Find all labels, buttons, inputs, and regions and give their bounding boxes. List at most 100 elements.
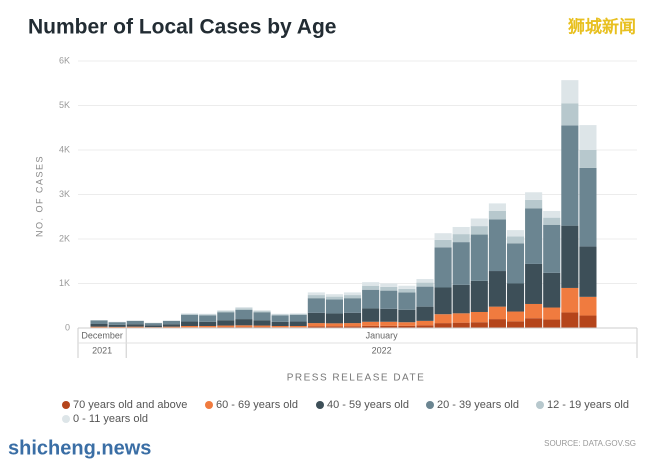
bar-segment: [289, 314, 307, 322]
bar-segment: [561, 103, 579, 126]
bar-segment: [470, 322, 488, 328]
bar-segment: [271, 314, 289, 316]
bar-segment: [561, 312, 579, 328]
bar-segment: [452, 242, 470, 285]
bar-segment: [235, 307, 253, 309]
y-tick-label: 5K: [59, 100, 70, 110]
bar-segment: [470, 234, 488, 281]
bar-segment: [380, 286, 398, 291]
bar-segment: [162, 326, 181, 328]
bar-segment: [199, 325, 217, 328]
bar-segment: [362, 289, 380, 309]
bar-segment: [217, 320, 235, 326]
bar-segment: [434, 314, 452, 324]
bar-segment: [217, 325, 235, 328]
bar-segment: [434, 239, 452, 248]
bar-segment: [525, 199, 543, 209]
x-axis-label: PRESS RELEASE DATE: [287, 373, 426, 384]
month-label: December: [81, 330, 123, 340]
bar-segment: [126, 326, 144, 328]
bar-segment: [271, 315, 289, 322]
bar-segment: [362, 325, 380, 328]
bar-segment: [362, 321, 380, 326]
legend-label: 40 - 59 years old: [327, 399, 409, 411]
bar-segment: [380, 283, 398, 287]
bar-segment: [561, 125, 579, 226]
bar-segment: [217, 312, 235, 321]
bar-segment: [380, 290, 398, 309]
bar-segment: [470, 280, 488, 312]
bar-segment: [506, 230, 525, 237]
bar-segment: [416, 320, 434, 326]
bar-segment: [416, 325, 434, 328]
bar-segment: [488, 210, 506, 220]
bar-segment: [181, 313, 199, 315]
bar-segment: [579, 315, 597, 328]
bar-segment: [452, 322, 470, 328]
bar-segment: [289, 313, 307, 315]
bar-segment: [144, 323, 162, 326]
bar-segment: [144, 325, 162, 328]
bar-segment: [235, 319, 253, 326]
bar-segment: [253, 320, 271, 326]
y-tick-label: 2K: [59, 233, 70, 243]
bar-segment: [362, 282, 380, 286]
bar-segment: [325, 294, 343, 297]
bar-segment: [325, 326, 343, 328]
bar-segment: [362, 285, 380, 290]
year-label: 2021: [92, 345, 112, 355]
bar-segment: [470, 218, 488, 227]
bar-segment: [543, 224, 561, 273]
bar-segment: [289, 321, 307, 326]
bar-segment: [307, 292, 325, 296]
legend-label: 70 years old and above: [73, 399, 187, 411]
bar-segment: [90, 323, 108, 327]
bar-segment: [579, 150, 597, 168]
bar-segment: [307, 298, 325, 313]
bar-segment: [344, 326, 362, 328]
bar-segment: [289, 325, 307, 328]
year-label: 2022: [372, 345, 392, 355]
bar-segment: [416, 306, 434, 321]
bar-segment: [452, 284, 470, 314]
bar-segment: [271, 321, 289, 326]
bar-segment: [398, 292, 416, 310]
bar-segment: [506, 321, 525, 328]
bar-segment: [307, 295, 325, 299]
legend-marker: [205, 401, 213, 409]
bar-segment: [325, 296, 343, 300]
bar-segment: [144, 327, 162, 328]
bar-segment: [416, 286, 434, 307]
bar-segment: [488, 203, 506, 211]
bar-segment: [380, 325, 398, 328]
legend-marker: [62, 415, 70, 423]
bar-segment: [488, 306, 506, 320]
source: SOURCE: DATA.GOV.SG: [544, 439, 636, 448]
y-tick-label: 1K: [59, 278, 70, 288]
watermark: 狮城新闻: [567, 16, 636, 36]
bar-segment: [434, 323, 452, 328]
bar-segment: [344, 312, 362, 324]
bar-segment: [452, 226, 470, 235]
legend-label: 20 - 39 years old: [437, 399, 519, 411]
legend-label: 60 - 69 years old: [216, 399, 298, 411]
bar-segment: [380, 321, 398, 326]
bar-segment: [525, 192, 543, 200]
bar-segment: [126, 324, 144, 327]
bar-segment: [90, 326, 108, 328]
bar-segment: [181, 313, 199, 314]
y-tick-label: 0: [65, 322, 70, 332]
bar-segment: [253, 311, 271, 313]
bar-segment: [470, 226, 488, 235]
bar-segment: [398, 288, 416, 293]
bar-segment: [561, 80, 579, 104]
bar-segment: [543, 319, 561, 328]
bar-segment: [271, 325, 289, 328]
bar-segment: [543, 272, 561, 308]
bar-segment: [181, 314, 199, 322]
bar-segment: [434, 287, 452, 315]
bar-segment: [325, 323, 343, 327]
legend-marker: [62, 401, 70, 409]
bar-segment: [579, 246, 597, 297]
y-tick-label: 6K: [59, 55, 70, 65]
